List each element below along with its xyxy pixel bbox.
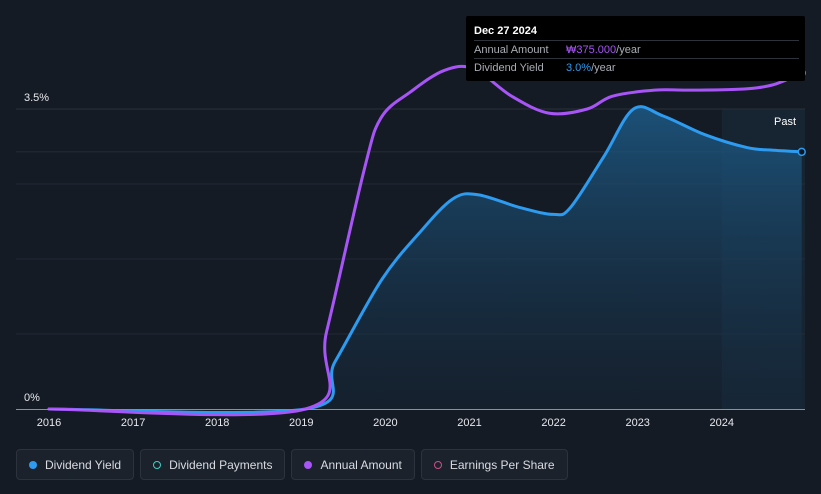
- tooltip-annual-amount: ₩375.000: [566, 44, 617, 56]
- filled-dot-icon: [304, 460, 313, 469]
- tooltip-annual-label: Annual Amount: [474, 44, 549, 56]
- x-tick-label: 2020: [373, 417, 397, 429]
- tooltip-date: Dec 27 2024: [474, 25, 537, 37]
- x-tick-label: 2019: [289, 417, 313, 429]
- x-tick-label: 2023: [625, 417, 649, 429]
- legend-earnings-per-share[interactable]: Earnings Per Share: [420, 449, 568, 480]
- tooltip-panel: Dec 27 2024 Annual Amount ₩375.000/year …: [466, 16, 805, 81]
- x-tick-label: 2018: [205, 417, 229, 429]
- x-tick-label: 2024: [710, 417, 734, 429]
- legend: Dividend Yield Dividend Payments Annual …: [16, 449, 568, 480]
- x-tick-label: 2016: [37, 417, 61, 429]
- dividend-yield-line: [47, 105, 804, 414]
- tooltip-row-dividend-yield: Dividend Yield 3.0%/year: [474, 58, 799, 77]
- tooltip-yield-label: Dividend Yield: [474, 62, 544, 74]
- y-tick-label-top: 3.5%: [24, 92, 49, 104]
- ring-dot-icon: [153, 460, 162, 469]
- legend-label: Dividend Yield: [45, 457, 122, 472]
- x-tick-label: 2017: [121, 417, 145, 429]
- legend-annual-amount[interactable]: Annual Amount: [291, 449, 415, 480]
- legend-dividend-yield[interactable]: Dividend Yield: [16, 449, 135, 480]
- tooltip-yield-amount: 3.0%: [566, 62, 592, 74]
- tooltip-row-annual-amount: Annual Amount ₩375.000/year: [474, 40, 799, 59]
- dividend-yield-area: [49, 106, 802, 413]
- x-tick-label: 2022: [541, 417, 565, 429]
- x-tick-label: 2021: [457, 417, 481, 429]
- dividend-yield-end-marker[interactable]: [797, 147, 806, 157]
- tooltip-annual-value: ₩375.000/year: [566, 44, 641, 56]
- x-tick-labels: 2016 2017 2018 2019 2020 2021 2022 2023 2024: [37, 417, 734, 429]
- y-tick-label-bottom: 0%: [24, 392, 40, 404]
- legend-dividend-payments[interactable]: Dividend Payments: [140, 449, 286, 480]
- past-label: Past: [774, 116, 796, 128]
- legend-label: Annual Amount: [320, 457, 402, 472]
- tooltip-yield-value: 3.0%/year: [566, 62, 616, 74]
- tooltip-annual-unit: /year: [616, 44, 641, 56]
- filled-dot-icon: [29, 460, 37, 469]
- legend-label: Earnings Per Share: [449, 457, 555, 472]
- ring-dot-icon: [433, 460, 442, 469]
- tooltip-yield-unit: /year: [591, 62, 616, 74]
- legend-label: Dividend Payments: [169, 457, 273, 472]
